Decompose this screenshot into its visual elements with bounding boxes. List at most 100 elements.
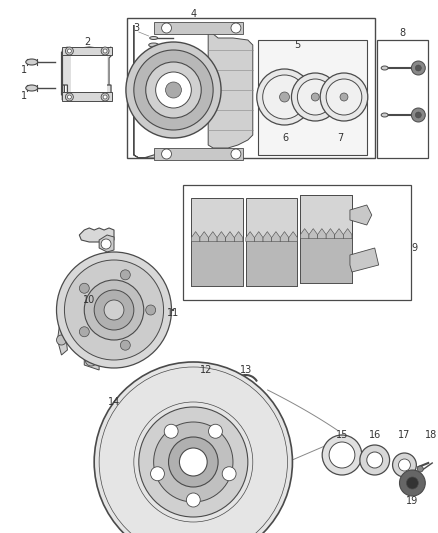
Circle shape	[406, 477, 418, 489]
Text: 18: 18	[425, 430, 438, 440]
Bar	[377, 40, 428, 158]
Circle shape	[291, 73, 339, 121]
Text: 17: 17	[398, 430, 411, 440]
Circle shape	[399, 470, 425, 496]
Circle shape	[257, 69, 312, 125]
Circle shape	[392, 453, 417, 477]
Ellipse shape	[148, 43, 159, 47]
Circle shape	[415, 112, 421, 118]
Circle shape	[120, 340, 130, 350]
Bar	[184, 185, 411, 300]
Polygon shape	[309, 229, 318, 239]
Circle shape	[57, 252, 172, 368]
Polygon shape	[254, 232, 263, 241]
Circle shape	[184, 366, 228, 410]
Circle shape	[340, 93, 348, 101]
Text: 15: 15	[336, 430, 348, 440]
Polygon shape	[335, 229, 343, 239]
Polygon shape	[343, 229, 352, 239]
Bar	[154, 22, 243, 34]
Circle shape	[104, 300, 124, 320]
Circle shape	[222, 467, 236, 481]
Circle shape	[79, 283, 89, 293]
Circle shape	[155, 72, 191, 108]
Polygon shape	[61, 52, 67, 95]
Polygon shape	[208, 232, 217, 241]
Text: 4: 4	[190, 9, 196, 19]
Circle shape	[162, 149, 172, 159]
Circle shape	[231, 23, 241, 33]
Circle shape	[65, 47, 73, 55]
Polygon shape	[106, 52, 112, 95]
Polygon shape	[57, 325, 67, 355]
Polygon shape	[71, 55, 107, 92]
Polygon shape	[200, 232, 208, 241]
Polygon shape	[79, 228, 114, 242]
Text: 1: 1	[21, 65, 27, 75]
Circle shape	[329, 442, 355, 468]
Bar	[300, 195, 352, 283]
Circle shape	[103, 95, 107, 99]
Polygon shape	[350, 248, 379, 272]
Text: 19: 19	[406, 496, 419, 506]
Circle shape	[169, 437, 218, 487]
Text: 14: 14	[108, 397, 120, 407]
Polygon shape	[84, 345, 99, 370]
Polygon shape	[234, 232, 243, 241]
Circle shape	[85, 354, 97, 366]
Bar	[300, 195, 352, 283]
Circle shape	[101, 239, 111, 249]
Polygon shape	[191, 232, 200, 241]
Circle shape	[101, 93, 109, 101]
Polygon shape	[208, 30, 253, 148]
Polygon shape	[318, 229, 326, 239]
Ellipse shape	[26, 85, 38, 91]
Bar	[300, 235, 352, 283]
Polygon shape	[309, 229, 318, 239]
Polygon shape	[289, 232, 297, 241]
Circle shape	[399, 459, 410, 471]
Circle shape	[297, 79, 333, 115]
Circle shape	[139, 407, 248, 517]
Polygon shape	[134, 25, 208, 158]
Circle shape	[67, 49, 71, 53]
Circle shape	[79, 327, 89, 337]
Polygon shape	[300, 229, 309, 239]
Circle shape	[65, 93, 73, 101]
Bar	[191, 198, 243, 286]
Ellipse shape	[381, 66, 388, 70]
Circle shape	[126, 42, 221, 138]
Text: 11: 11	[167, 308, 180, 318]
Circle shape	[166, 82, 181, 98]
Circle shape	[415, 65, 421, 71]
Circle shape	[146, 305, 155, 315]
Text: 5: 5	[294, 40, 300, 50]
Circle shape	[208, 424, 223, 438]
Bar	[191, 238, 243, 286]
Text: 2: 2	[84, 37, 90, 47]
Circle shape	[57, 335, 67, 345]
Circle shape	[154, 422, 233, 502]
Text: 8: 8	[399, 28, 406, 38]
Circle shape	[64, 260, 163, 360]
Bar	[300, 235, 352, 283]
Circle shape	[417, 466, 423, 472]
Circle shape	[186, 493, 200, 507]
Circle shape	[231, 149, 241, 159]
Polygon shape	[67, 290, 139, 362]
Text: 1: 1	[21, 91, 27, 101]
Polygon shape	[335, 229, 343, 239]
Text: 6: 6	[283, 133, 289, 143]
Circle shape	[94, 362, 293, 533]
Polygon shape	[343, 229, 352, 239]
Ellipse shape	[26, 59, 38, 65]
Text: 13: 13	[240, 365, 252, 375]
Circle shape	[311, 93, 319, 101]
Text: 3: 3	[134, 23, 140, 33]
Text: 9: 9	[411, 243, 417, 253]
Circle shape	[67, 95, 71, 99]
Polygon shape	[217, 232, 226, 241]
Circle shape	[146, 62, 201, 118]
Text: 10: 10	[83, 295, 95, 305]
Circle shape	[411, 61, 425, 75]
